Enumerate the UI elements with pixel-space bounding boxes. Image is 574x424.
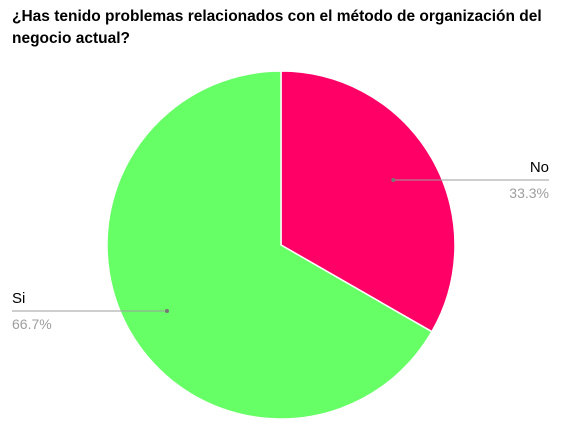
slice-percent-si: 66.7%	[12, 316, 52, 332]
pie-slices	[106, 70, 456, 420]
leader-dot-no	[391, 178, 396, 182]
slice-label-no: No	[530, 159, 549, 176]
pie-labels: No 33.3% Si 66.7%	[12, 159, 549, 332]
pie-slice-no	[280, 70, 456, 333]
pie-slice-si	[106, 70, 433, 420]
slice-label-si: Si	[12, 290, 25, 307]
slice-percent-no: 33.3%	[509, 185, 549, 201]
leader-dot-si	[165, 309, 169, 313]
chart-title: ¿Has tenido problemas relacionados con e…	[12, 8, 542, 47]
